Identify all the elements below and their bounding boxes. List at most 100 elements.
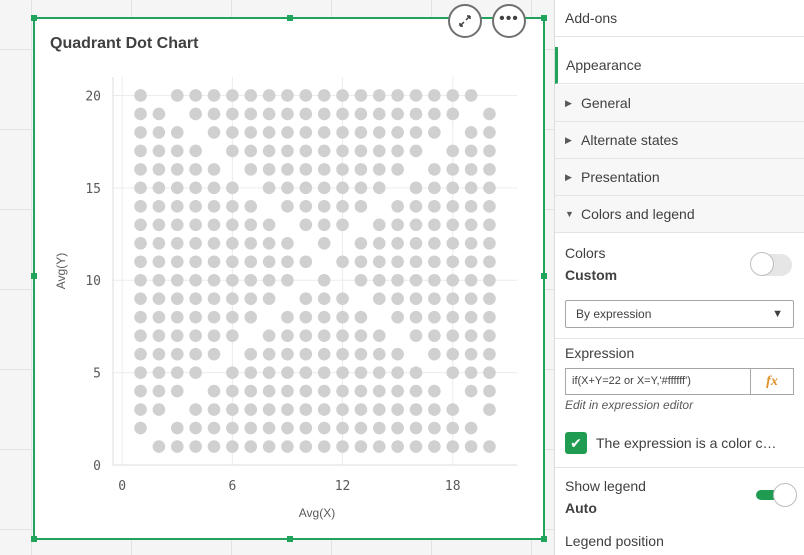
data-point: [207, 163, 221, 176]
data-point: [262, 403, 276, 416]
data-point: [189, 347, 202, 361]
data-point: [152, 218, 166, 232]
data-point: [317, 126, 331, 139]
colors-auto-toggle[interactable]: [750, 252, 792, 276]
data-point: [244, 107, 258, 121]
data-point: [354, 384, 368, 398]
section-appearance[interactable]: Appearance: [555, 47, 804, 84]
data-point: [134, 255, 147, 269]
resize-handle[interactable]: [287, 536, 293, 542]
section-appearance-label: Appearance: [566, 57, 642, 73]
more-horizontal-icon: •••: [499, 10, 519, 27]
data-point: [428, 310, 441, 324]
data-point: [170, 200, 184, 213]
data-point: [446, 255, 460, 269]
data-point: [170, 421, 184, 435]
legend-position-label-text: Legend position: [565, 533, 664, 549]
edit-expression-link[interactable]: Edit in expression editor: [565, 398, 785, 412]
data-point: [226, 292, 239, 306]
data-point: [317, 144, 331, 158]
data-point: [372, 163, 386, 176]
data-point: [483, 384, 496, 398]
data-point: [483, 126, 496, 139]
show-legend-toggle[interactable]: [756, 483, 797, 507]
expand-button[interactable]: [448, 4, 482, 38]
data-point: [189, 181, 202, 195]
data-point: [189, 403, 202, 416]
data-point: [483, 144, 496, 158]
data-point: [189, 200, 202, 213]
resize-handle[interactable]: [31, 536, 37, 542]
color-code-checkbox[interactable]: ✔: [565, 432, 587, 454]
data-point: [464, 126, 478, 139]
resize-handle[interactable]: [287, 15, 293, 21]
show-legend-label-text: Show legend: [565, 478, 646, 494]
expression-label-text: Expression: [565, 345, 635, 361]
edit-expression-link-text: Edit in expression editor: [565, 398, 694, 412]
resize-handle[interactable]: [541, 15, 547, 21]
data-point: [428, 107, 441, 121]
subsection-alternate-states[interactable]: ▶ Alternate states: [555, 122, 804, 159]
scatter-plot[interactable]: 0 6 12 18 0 5 10 15 20 Avg(X) Avg(Y): [35, 19, 543, 538]
data-point: [464, 310, 478, 324]
resize-handle[interactable]: [541, 536, 547, 542]
data-point: [244, 144, 258, 158]
resize-handle[interactable]: [31, 15, 37, 21]
data-point: [244, 200, 258, 213]
subsection-colors-and-legend[interactable]: ▼ Colors and legend: [555, 196, 804, 233]
data-point: [336, 107, 349, 121]
expression-input[interactable]: if(X+Y=22 or X=Y,'#ffffff'): [565, 368, 751, 395]
resize-handle[interactable]: [541, 273, 547, 279]
data-point: [244, 89, 258, 102]
subsection-presentation[interactable]: ▶ Presentation: [555, 159, 804, 196]
data-point: [354, 366, 368, 379]
data-point: [299, 347, 313, 361]
data-point: [391, 292, 404, 306]
data-point: [170, 347, 184, 361]
colors-mode-select[interactable]: By expression ▼: [565, 300, 794, 328]
data-point: [262, 236, 276, 250]
data-point: [464, 255, 478, 269]
data-point: [336, 89, 349, 102]
data-point: [152, 107, 166, 121]
data-point: [354, 403, 368, 416]
data-point: [391, 440, 404, 453]
data-point: [354, 273, 368, 287]
chart-object[interactable]: ••• Quadrant Dot Chart 0 6 12 18 0 5 10 15 20 Avg…: [31, 4, 547, 542]
data-point: [207, 403, 221, 416]
data-point: [299, 144, 313, 158]
subsection-general[interactable]: ▶ General: [555, 85, 804, 122]
section-addons[interactable]: Add-ons: [555, 0, 804, 37]
y-tick-label: 5: [93, 367, 101, 382]
section-addons-label: Add-ons: [565, 10, 618, 26]
expression-editor-button[interactable]: fx: [751, 368, 794, 395]
data-point: [244, 163, 258, 176]
data-point: [317, 89, 331, 102]
data-point: [317, 292, 331, 306]
data-point: [262, 273, 276, 287]
data-point: [336, 255, 349, 269]
data-point: [372, 329, 386, 342]
data-point: [281, 126, 294, 139]
data-point: [372, 144, 386, 158]
data-point: [281, 200, 294, 213]
data-point: [170, 163, 184, 176]
more-options-button[interactable]: •••: [492, 4, 526, 38]
resize-handle[interactable]: [31, 273, 37, 279]
data-point: [262, 347, 276, 361]
data-point: [317, 329, 331, 342]
data-point: [262, 255, 276, 269]
data-point: [281, 89, 294, 102]
data-point: [189, 255, 202, 269]
data-point: [170, 440, 184, 453]
color-code-checkbox-label[interactable]: The expression is a color c…: [596, 435, 801, 451]
data-point: [299, 310, 313, 324]
data-point: [317, 163, 331, 176]
data-point: [299, 126, 313, 139]
data-point: [483, 329, 496, 342]
data-point: [226, 200, 239, 213]
data-point: [189, 144, 202, 158]
data-point: [354, 421, 368, 435]
data-point: [152, 292, 166, 306]
data-point: [317, 421, 331, 435]
